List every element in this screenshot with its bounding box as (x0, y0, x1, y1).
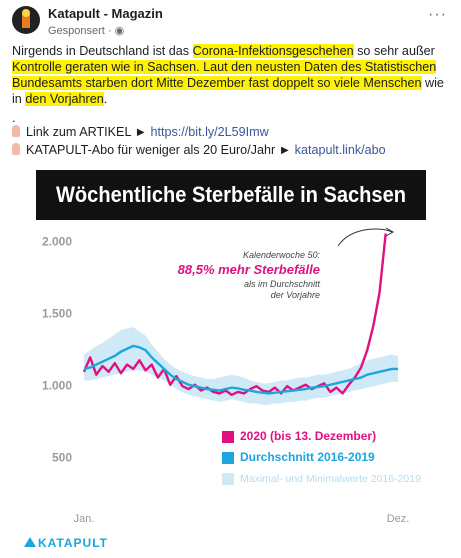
avatar-icon (22, 9, 30, 28)
author[interactable]: Katapult - Magazin (48, 6, 163, 21)
legend-label: Durchschnitt 2016-2019 (240, 450, 375, 464)
avatar[interactable] (12, 6, 40, 34)
x-tick-label: Dez. (387, 513, 410, 525)
link-line: KATAPULT-Abo für weniger als 20 Euro/Jah… (12, 143, 386, 157)
highlighted-text: Corona-Infektionsgeschehen (192, 44, 354, 58)
title-banner (36, 170, 426, 220)
annotation-arrowhead (385, 227, 395, 237)
legend-swatch (222, 473, 234, 485)
annotation-note: der Vorjahre (271, 290, 320, 300)
text: so sehr außer (353, 44, 435, 58)
line (82, 233, 387, 397)
brand-logo (24, 537, 36, 547)
annotation-note: als im Durchschnitt (244, 279, 321, 289)
annotation-highlight: 88,5% mehr Sterbefälle (178, 262, 320, 277)
link-line: Link zum ARTIKEL ► https://bit.ly/2L59Im… (12, 125, 269, 139)
sponsored: Gesponsert · ◉ (48, 25, 125, 37)
x-tick-label: Jan. (74, 513, 95, 525)
link-url[interactable]: katapult.link/abo (294, 143, 386, 157)
text: . (103, 92, 108, 106)
icon (12, 125, 20, 137)
annotation-label: Kalenderwoche 50: (243, 250, 321, 260)
y-tick-label: 500 (52, 450, 72, 464)
y-tick-label: 2.000 (42, 234, 72, 248)
text: Nirgends in Deutschland ist das (12, 44, 193, 58)
legend-swatch (222, 452, 234, 464)
y-tick-label: 1.000 (42, 378, 72, 392)
more-button[interactable]: ··· (428, 6, 447, 23)
sponsored-label: Gesponsert (48, 25, 105, 37)
post-text: Nirgends in Deutschland ist das Corona-I… (12, 43, 452, 107)
post-dot: . (12, 110, 16, 125)
legend-label: 2020 (bis 13. Dezember) (240, 429, 376, 443)
link-label: Link zum ARTIKEL ► (26, 125, 147, 139)
icon (12, 143, 20, 155)
legend-swatch (222, 431, 234, 443)
legend-label: Maximal- und Minimalwerte 2016-2019 (240, 473, 421, 485)
line (83, 344, 398, 395)
annotation-arrow (337, 228, 393, 247)
y-tick-label: 1.500 (42, 306, 72, 320)
brand: KATAPULT (38, 536, 108, 550)
link-label: KATAPULT-Abo für weniger als 20 Euro/Jah… (26, 143, 292, 157)
text: wie in (12, 76, 444, 106)
link-url[interactable]: https://bit.ly/2L59Imw (150, 125, 269, 139)
highlighted-text: Kontrolle geraten wie in Sachsen. Laut d… (12, 60, 437, 90)
highlighted-text: den Vorjahren (25, 92, 104, 106)
chart-title: Wöchentliche Sterbefälle in Sachsen (56, 182, 406, 207)
